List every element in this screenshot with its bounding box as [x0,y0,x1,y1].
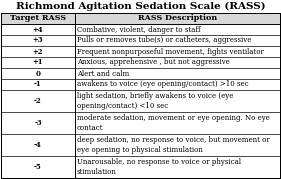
Bar [1,13,280,24]
Text: Alert and calm: Alert and calm [77,69,129,78]
Text: -3: -3 [34,119,42,127]
Text: +3: +3 [33,37,43,45]
Text: -2: -2 [34,97,42,105]
Text: light sedation, briefly awakens to voice (eye
opening/contact) <10 sec: light sedation, briefly awakens to voice… [77,92,233,110]
Text: deep sedation, no response to voice, but movement or
eye opening to physical sti: deep sedation, no response to voice, but… [77,136,270,154]
Text: +4: +4 [33,25,43,33]
Text: Target RASS: Target RASS [10,14,66,23]
Text: Frequent nonpurposeful movement, fights ventilator: Frequent nonpurposeful movement, fights … [77,47,264,55]
Text: 0: 0 [35,69,40,78]
Text: +1: +1 [33,59,43,67]
Text: +2: +2 [33,47,43,55]
Text: Unarousable, no response to voice or physical
stimulation: Unarousable, no response to voice or phy… [77,158,241,176]
Text: Combative, violent, danger to staff: Combative, violent, danger to staff [77,25,201,33]
Text: moderate sedation, movement or eye opening. No eye
contact: moderate sedation, movement or eye openi… [77,114,270,132]
Text: -4: -4 [34,141,42,149]
Text: Pulls or removes tube(s) or catheters, aggressive: Pulls or removes tube(s) or catheters, a… [77,37,251,45]
Text: awakens to voice (eye opening/contact) >10 sec: awakens to voice (eye opening/contact) >… [77,81,249,88]
Text: Anxious, apprehensive , but not aggressive: Anxious, apprehensive , but not aggressi… [77,59,230,67]
Text: Richmond Agitation Sedation Scale (RASS): Richmond Agitation Sedation Scale (RASS) [16,2,265,11]
Text: RASS Description: RASS Description [138,14,217,23]
Text: -1: -1 [34,81,42,88]
Text: -5: -5 [34,163,42,171]
